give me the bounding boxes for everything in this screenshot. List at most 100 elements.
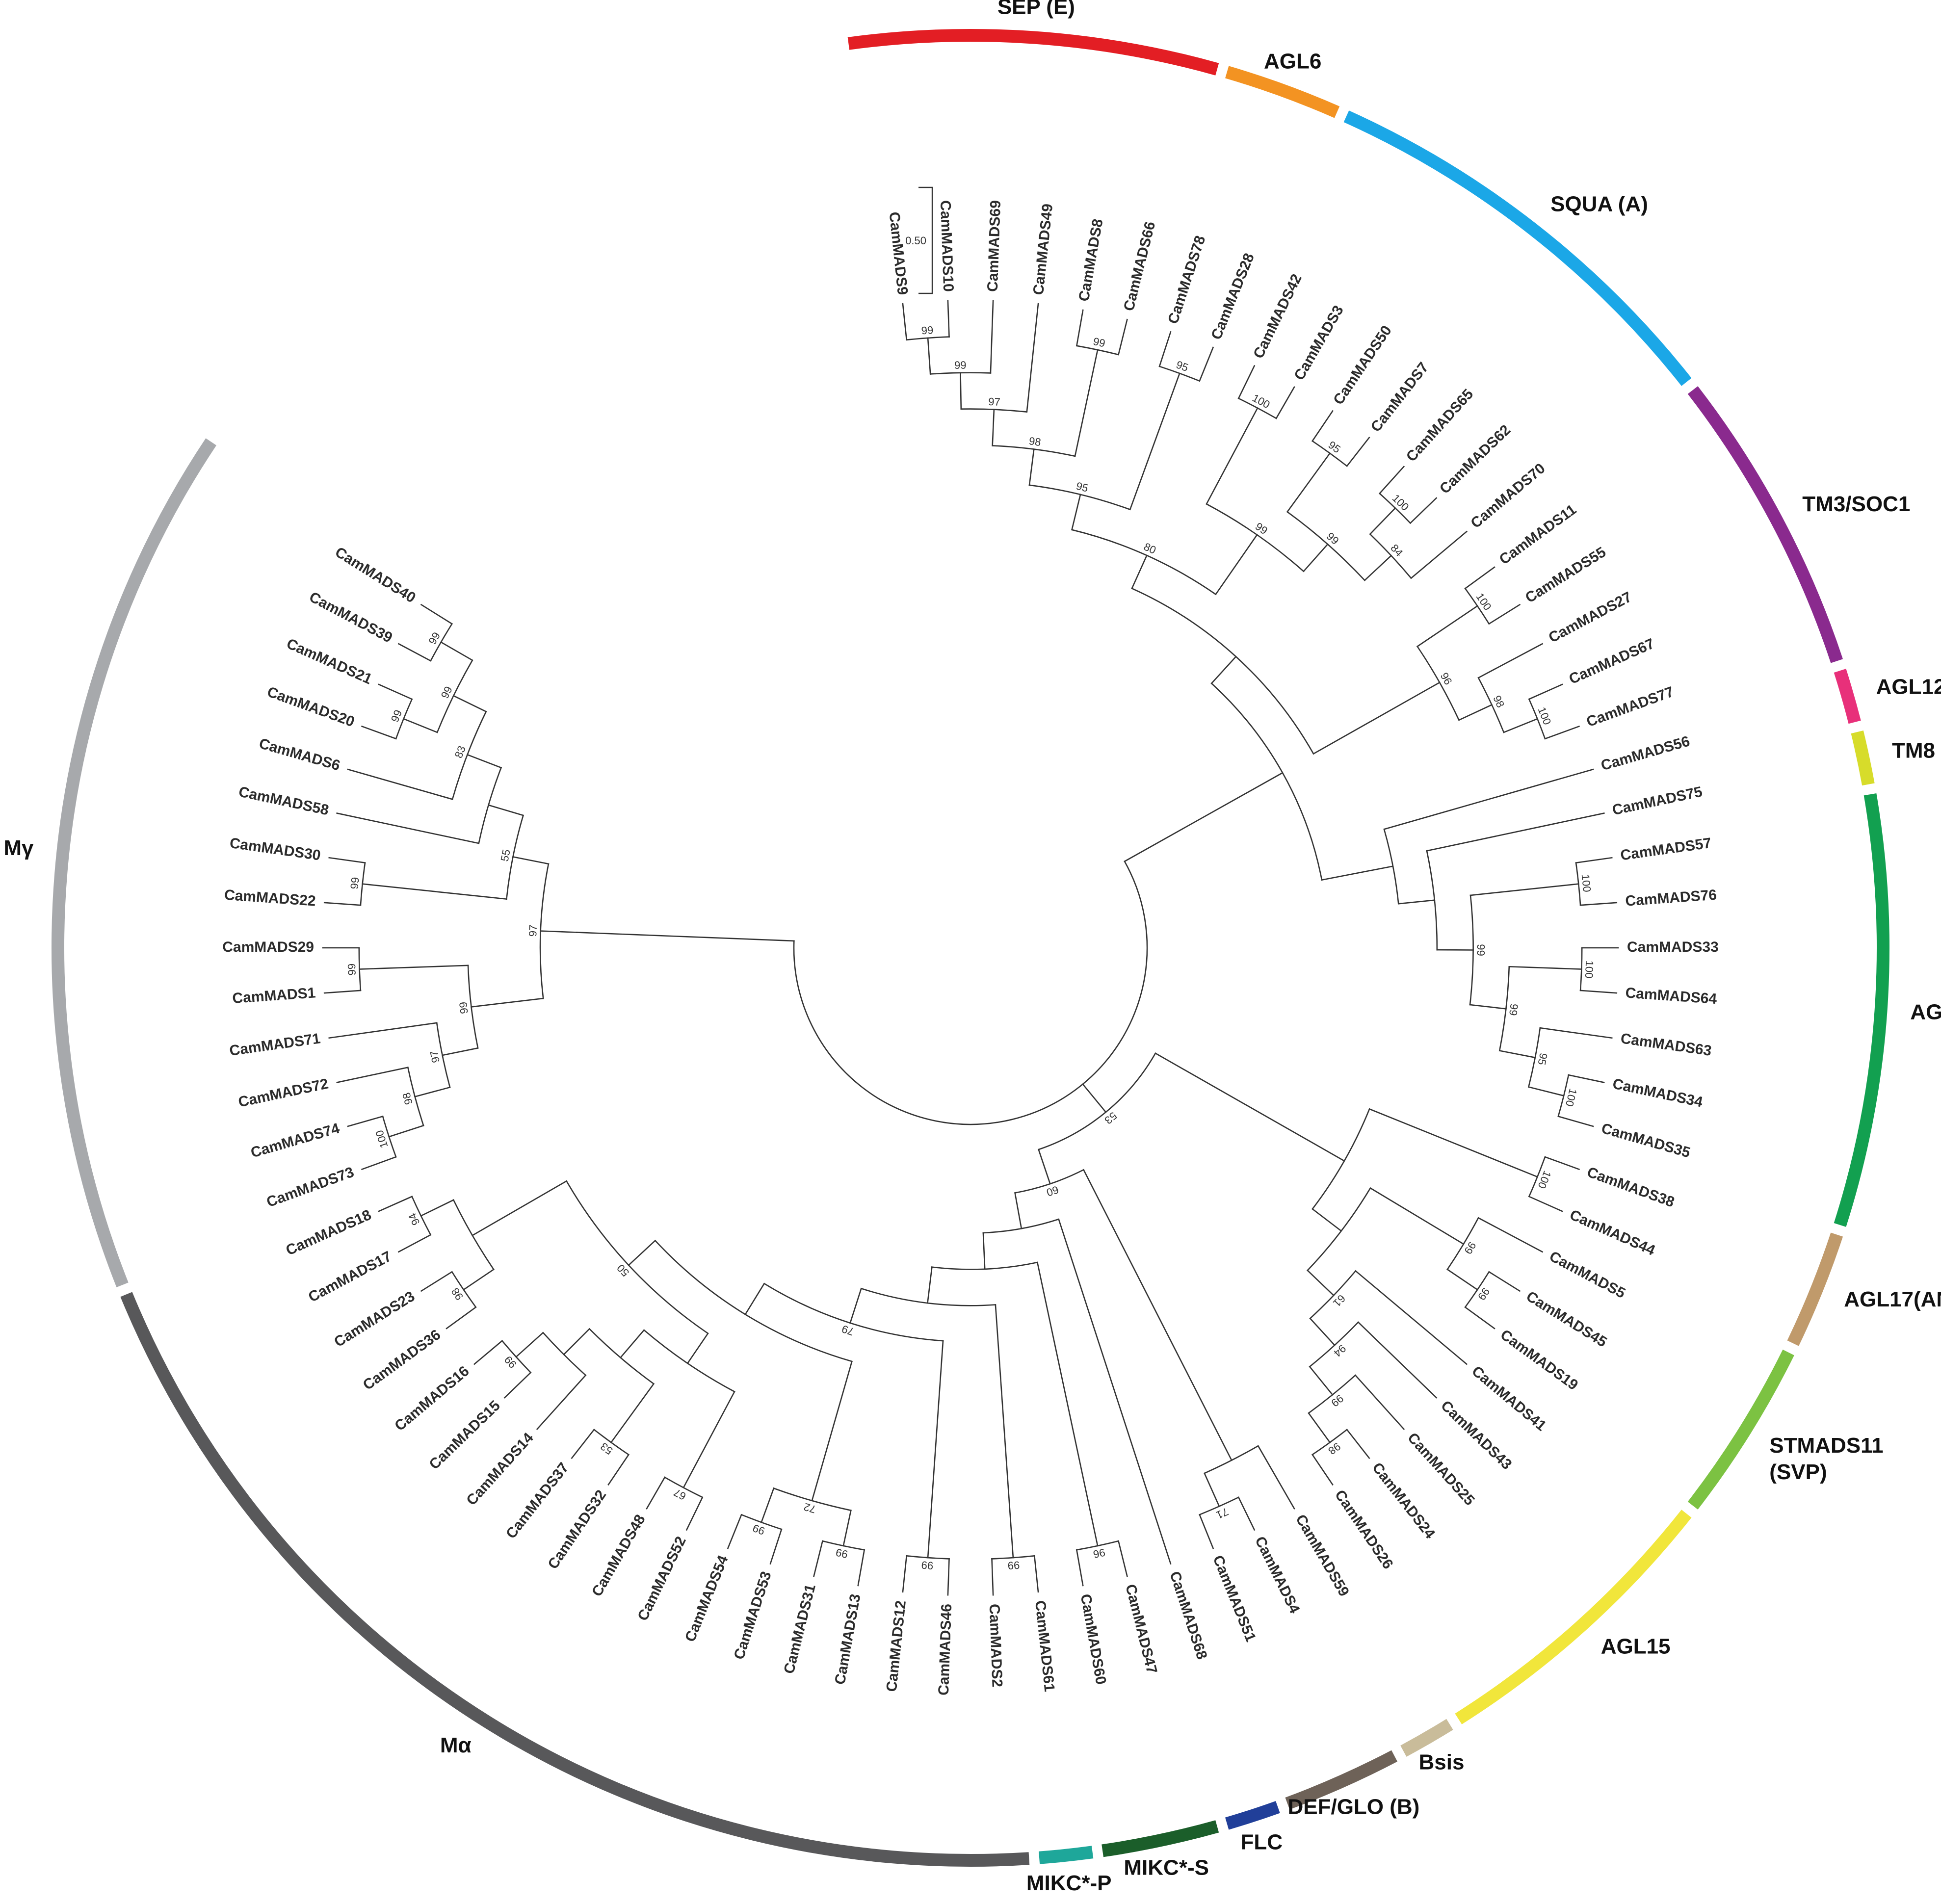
branch [328,1022,438,1039]
scale-bar: 0.50 [905,186,933,294]
bootstrap-value: 97 [428,1050,442,1064]
branch [857,1549,866,1587]
tip-label: CamMADS39 [307,589,395,646]
tip-label: CamMADS63 [1620,1030,1713,1059]
internal-arc [1469,894,1474,1006]
branch [1544,725,1580,740]
clade-bar [1834,793,1889,1227]
bootstrap-value: 53 [1102,1110,1119,1127]
internal-arc [763,1282,944,1342]
internal-arc [407,1067,424,1126]
internal-arc [505,814,525,900]
branch [1416,605,1478,648]
internal-arc [1477,677,1505,733]
tree-branches [322,300,1619,1596]
branch [388,1124,424,1138]
branch [576,932,795,942]
bootstrap-value: 97 [988,395,1001,408]
tip-label: CamMADS33 [1627,939,1719,955]
bootstrap-value: 99 [1007,1559,1020,1572]
branch [1579,990,1618,994]
branch [1117,1540,1128,1577]
tip-label: CamMADS5 [1547,1248,1628,1302]
internal-arc [860,1287,997,1306]
branch [1539,1027,1613,1039]
branch [982,1232,986,1270]
branch [927,337,931,375]
branch [1257,1445,1295,1510]
tip-label: CamMADS46 [936,1604,955,1696]
branch [420,603,453,625]
tip-label: CamMADS32 [545,1487,609,1572]
tip-label: CamMADS40 [332,544,419,606]
branch [1075,309,1084,347]
branch [769,1528,783,1565]
branch [1488,603,1521,625]
branch [1355,1270,1468,1365]
branch [1469,1004,1507,1010]
branch [902,303,908,341]
branch [1036,1261,1099,1547]
clade-label: AGL6 [1264,49,1321,73]
branch [1528,683,1563,700]
clade-label: AGL17(ANR1) [1844,1287,1941,1311]
branch [686,1332,709,1364]
bootstrap-value: 100 [1535,1169,1553,1190]
branch [1210,655,1237,684]
branch [1477,1217,1544,1253]
tip-label: CamMADS14 [463,1430,537,1509]
clade-label: STMADS11 [1769,1434,1883,1458]
tip-label: CamMADS2 [986,1604,1005,1688]
internal-arc [1131,587,1314,755]
clade-bar [1225,1801,1280,1830]
branch [1464,1306,1495,1330]
branch [414,1086,451,1097]
tip-label: CamMADS31 [781,1583,819,1675]
bootstrap-value: 98 [1028,435,1042,448]
tip-label: CamMADS35 [1600,1120,1692,1161]
scale-bar-label: 0.50 [905,235,926,247]
branch [1311,1208,1342,1232]
branch [1544,1156,1580,1171]
branch [361,1156,397,1171]
branch [1158,331,1172,367]
branch [359,965,469,970]
tip-label: CamMADS17 [306,1248,394,1305]
internal-arc [1014,1169,1085,1194]
internal-arc [793,861,1148,1125]
clade-bar [1455,1510,1692,1724]
tip-label: CamMADS50 [1330,323,1395,408]
branch [1488,1271,1521,1292]
internal-arc [542,1331,587,1377]
bootstrap-value: 99 [457,1001,471,1015]
branch [472,1180,568,1236]
tip-label: CamMADS75 [1611,783,1704,818]
branch [571,1429,595,1460]
tip-label: CamMADS76 [1625,887,1717,910]
tip-label: CamMADS45 [1523,1288,1610,1351]
tip-label: CamMADS59 [1292,1512,1352,1599]
branch [1378,466,1405,495]
bootstrap-value: 79 [840,1323,856,1338]
clade-bar [1400,1719,1453,1757]
internal-arc [1369,533,1412,579]
branch [990,300,994,374]
tip-label: CamMADS65 [1403,386,1476,465]
tip-label: CamMADS61 [1032,1600,1057,1693]
tip-label: CamMADS6 [257,735,342,774]
branch [1503,718,1539,733]
branch [813,1540,824,1577]
branch [619,1329,645,1359]
branch [362,883,507,900]
branch [1082,1083,1107,1113]
tip-label: CamMADS11 [1496,501,1579,568]
clade-label: AG (C/D) [1910,1000,1941,1024]
branch [1306,1269,1335,1297]
branch [1357,1321,1438,1399]
branch [727,1513,742,1549]
branch [1199,346,1214,382]
tip-label: CamMADS13 [832,1593,864,1686]
branch [452,695,487,713]
branch [1469,883,1579,896]
branch [1131,554,1148,590]
